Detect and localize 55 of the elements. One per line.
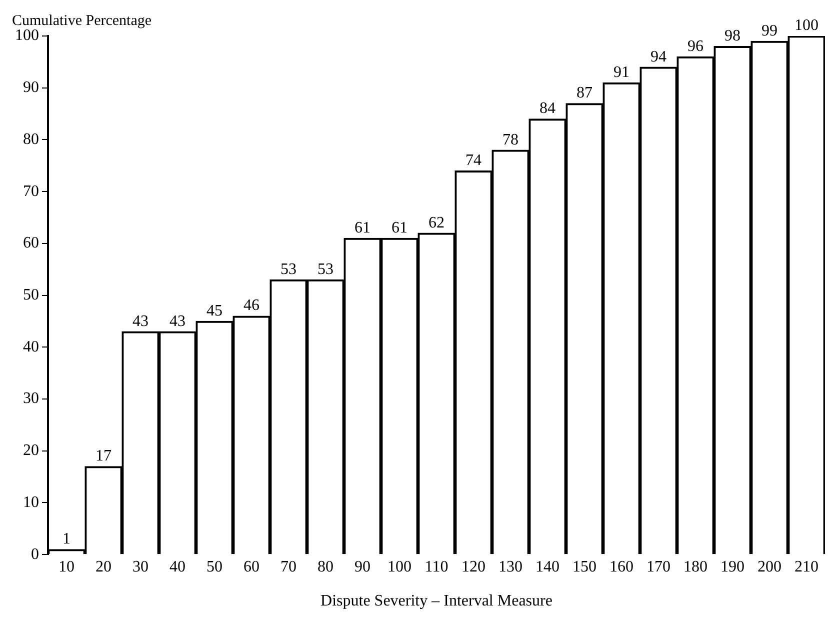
x-axis-title: Dispute Severity – Interval Measure <box>320 592 552 610</box>
data-label: 53 <box>280 260 296 278</box>
data-label: 74 <box>466 152 482 170</box>
x-tick-label: 180 <box>684 558 708 576</box>
y-tick-label: 40 <box>23 338 39 356</box>
x-tick-label: 100 <box>388 558 412 576</box>
y-tick-label: 10 <box>23 494 39 511</box>
x-tick-label: 130 <box>498 558 522 576</box>
data-label: 61 <box>354 219 370 236</box>
x-tick-label: 110 <box>424 558 448 576</box>
x-tick-label: 200 <box>758 558 782 576</box>
x-tick-label: 140 <box>536 558 560 576</box>
x-tick-label: 120 <box>462 558 486 576</box>
y-tick-label: 30 <box>23 390 39 408</box>
x-tick-label: 10 <box>58 558 74 576</box>
x-tick-label: 40 <box>170 558 186 576</box>
data-label: 99 <box>762 22 778 40</box>
y-tick-label: 70 <box>23 182 39 200</box>
x-tick-label: 170 <box>646 558 670 576</box>
data-label: 61 <box>392 219 408 236</box>
data-label: 84 <box>540 100 556 118</box>
data-label: 45 <box>206 302 222 320</box>
x-tick-label: 160 <box>610 558 634 576</box>
x-tick-label: 80 <box>318 558 334 576</box>
x-tick-label: 150 <box>572 558 596 576</box>
data-label: 43 <box>170 312 186 330</box>
data-label: 43 <box>132 312 148 330</box>
y-tick-label: 0 <box>31 546 39 563</box>
data-label: 17 <box>96 448 112 465</box>
y-tick-label: 100 <box>15 27 39 44</box>
x-tick-label: 90 <box>354 558 370 576</box>
y-tick-label: 80 <box>23 130 39 148</box>
y-tick-label: 90 <box>23 79 39 96</box>
x-tick-label: 60 <box>244 558 260 576</box>
x-tick-label: 70 <box>280 558 296 576</box>
x-tick-label: 20 <box>96 558 112 576</box>
data-label: 91 <box>614 64 630 81</box>
data-label: 46 <box>244 297 260 314</box>
data-label: 96 <box>688 38 704 55</box>
y-tick-label: 50 <box>23 286 39 304</box>
data-label: 100 <box>794 17 818 34</box>
y-tick-label: 60 <box>23 234 39 252</box>
x-tick-label: 50 <box>206 558 222 576</box>
x-tick-label: 30 <box>132 558 148 576</box>
data-label: 87 <box>576 84 592 102</box>
y-tick-label: 20 <box>23 442 39 460</box>
data-label: 94 <box>650 48 666 66</box>
data-label: 1 <box>62 530 70 548</box>
data-label: 98 <box>724 28 740 45</box>
x-tick-label: 190 <box>720 558 744 576</box>
y-axis-title: Cumulative Percentage <box>12 12 152 29</box>
x-tick-label: 210 <box>794 558 818 576</box>
data-label: 78 <box>502 131 518 148</box>
data-label: 62 <box>428 214 444 232</box>
data-label: 53 <box>318 260 334 278</box>
